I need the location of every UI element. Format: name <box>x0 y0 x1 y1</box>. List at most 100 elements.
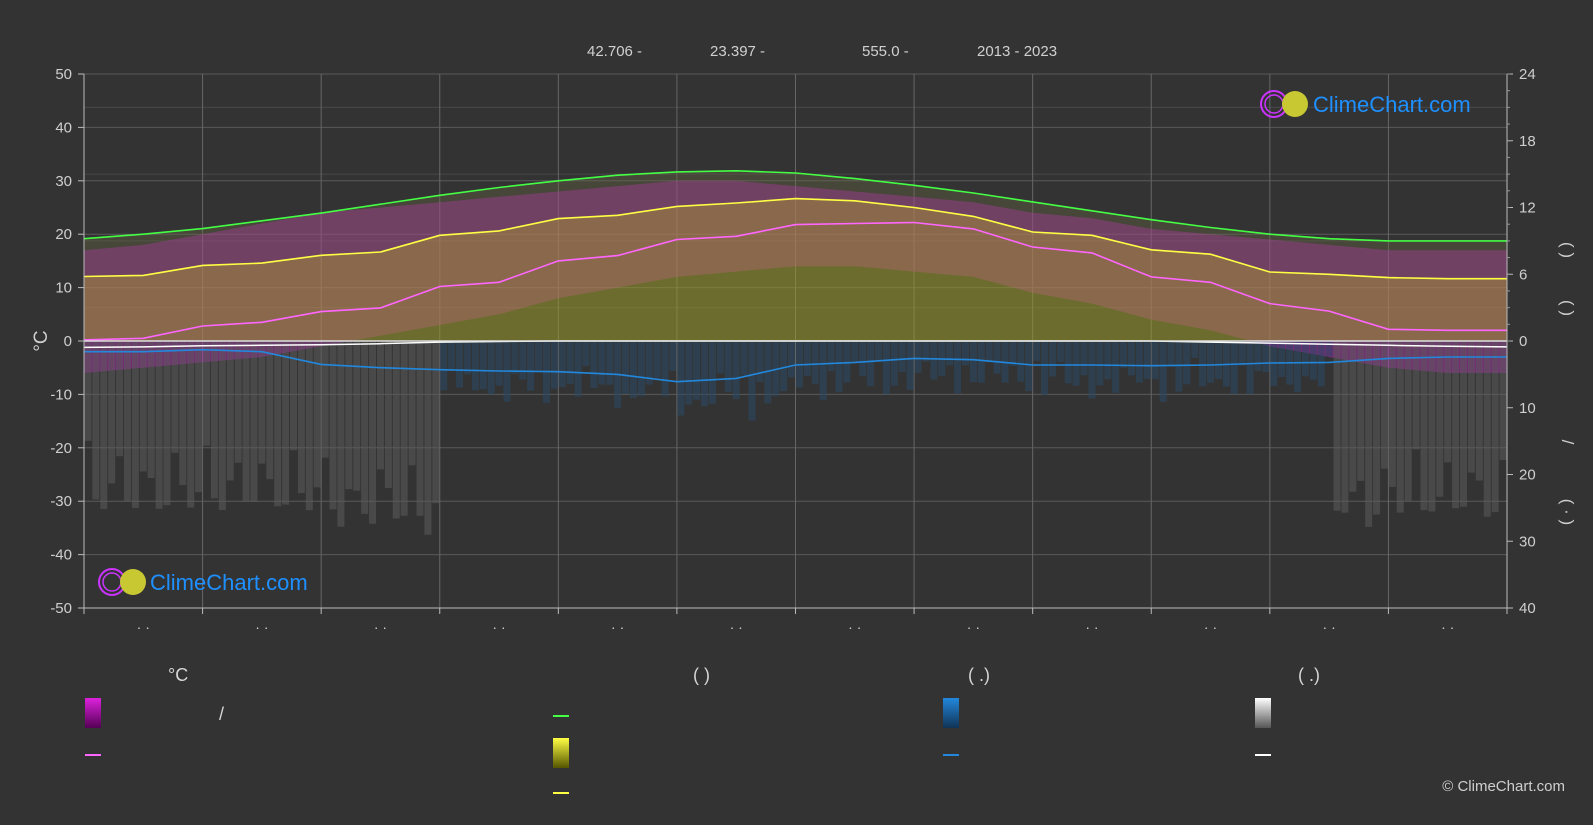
mean-temp-line <box>83 221 1507 341</box>
legend-swatch-mean-temp <box>85 754 101 756</box>
precip-bar <box>629 341 637 398</box>
precip-bar <box>242 341 250 502</box>
precip-bar <box>780 341 788 392</box>
precip-bar <box>598 341 606 385</box>
y-right-top-tick-label: 12 <box>1519 200 1536 217</box>
precip-bar <box>305 341 313 511</box>
precip-bar <box>179 341 187 486</box>
precip-bar <box>519 341 527 380</box>
precip-bar <box>266 341 274 480</box>
precip-bar <box>384 341 392 488</box>
y-left-tick-label: 10 <box>55 280 72 297</box>
precip-bar <box>1175 341 1183 392</box>
header-elevation: 555.0 - <box>862 43 909 60</box>
precip-bar <box>456 341 464 388</box>
precip-bar <box>448 341 456 370</box>
precip-bar <box>1048 341 1056 377</box>
precip-bar <box>906 341 914 390</box>
precip-bar <box>203 341 211 446</box>
precip-bar <box>1349 341 1357 492</box>
precip-bar <box>1214 341 1222 379</box>
y-left-tick-label: 20 <box>55 226 72 243</box>
precip-bar <box>756 341 764 382</box>
precip-bar <box>527 341 535 391</box>
month-label: · · <box>374 619 387 635</box>
daylight-area <box>84 170 1507 279</box>
legend-head-sun: ( ) <box>693 665 710 685</box>
precip-bar <box>764 341 772 404</box>
precip-bar <box>882 341 890 395</box>
logo-text-top: ClimeChart.com <box>1313 92 1471 117</box>
precip-bar <box>582 341 590 367</box>
precip-bar <box>1238 341 1246 366</box>
precip-bar <box>123 341 131 502</box>
logo-top[interactable]: ClimeChart.com <box>1260 90 1471 118</box>
precip-bar <box>416 341 424 516</box>
y-right-label-daylight: ( ) <box>1558 300 1577 316</box>
precip-bar <box>274 341 282 507</box>
precip-bar <box>1388 341 1396 487</box>
y-right-label-sun: ( ) <box>1558 242 1577 258</box>
precip-bar <box>1064 341 1072 384</box>
precip-bar <box>1112 341 1120 393</box>
precip-bar <box>977 341 985 383</box>
precip-bar <box>440 341 448 391</box>
logo-text-bottom: ClimeChart.com <box>150 570 308 595</box>
precip-bar <box>250 341 258 502</box>
precip-bar <box>100 341 108 509</box>
precip-bar <box>1444 341 1452 463</box>
precip-bar <box>195 341 203 493</box>
precip-bar <box>329 341 337 510</box>
precip-bar <box>1159 341 1167 402</box>
precip-bar <box>1325 341 1333 357</box>
precip-bar <box>1199 341 1207 387</box>
precip-bar <box>708 341 716 404</box>
month-label: · · <box>1204 619 1217 635</box>
logo-bottom[interactable]: ClimeChart.com <box>98 568 308 596</box>
precip-bar <box>495 341 503 386</box>
precip-bar <box>898 341 906 373</box>
y-right-top-tick-label: 0 <box>1519 333 1527 350</box>
precip-bar <box>946 341 954 366</box>
precip-bar <box>1341 341 1349 513</box>
rain-line <box>84 348 1507 383</box>
precip-bar <box>811 341 819 384</box>
precip-bar <box>84 341 92 441</box>
precip-bar <box>479 341 487 390</box>
precip-bar <box>1191 341 1199 358</box>
precip-bar <box>1167 341 1175 367</box>
precip-bar <box>732 341 740 400</box>
precip-bar <box>914 341 922 373</box>
precip-bar <box>471 341 479 391</box>
precip-bar <box>147 341 155 478</box>
sunshine-line <box>83 197 1507 280</box>
logo-sun-icon <box>120 569 146 595</box>
precip-bar <box>345 341 353 490</box>
precip-bar <box>622 341 630 394</box>
precip-bar <box>930 341 938 380</box>
y-left-tick-label: -40 <box>50 547 72 564</box>
precip-bar <box>226 341 234 481</box>
legend-swatch-maxmin <box>85 698 101 728</box>
month-label: · · <box>848 619 861 635</box>
precip-bar <box>1096 341 1104 386</box>
precip-bar <box>590 341 598 388</box>
precip-bar <box>1467 341 1475 473</box>
precip-bar <box>1041 341 1049 395</box>
precip-bar <box>1009 341 1017 366</box>
precip-bar <box>376 341 384 470</box>
precip-bar <box>511 341 519 374</box>
precip-bar <box>131 341 139 508</box>
precip-bar <box>361 341 369 514</box>
precip-bar <box>1072 341 1080 386</box>
legend-swatch-snow-area <box>1255 698 1271 728</box>
precip-bar <box>740 341 748 376</box>
y-right-bottom-tick-label: 30 <box>1519 533 1536 550</box>
precip-bar <box>408 341 416 466</box>
precip-bar <box>1436 341 1444 497</box>
y-right-label-slash: / <box>1558 440 1577 445</box>
precip-bar <box>803 341 811 376</box>
precip-bar <box>171 341 179 453</box>
precip-bar <box>1483 341 1491 517</box>
precip-bar <box>819 341 827 400</box>
